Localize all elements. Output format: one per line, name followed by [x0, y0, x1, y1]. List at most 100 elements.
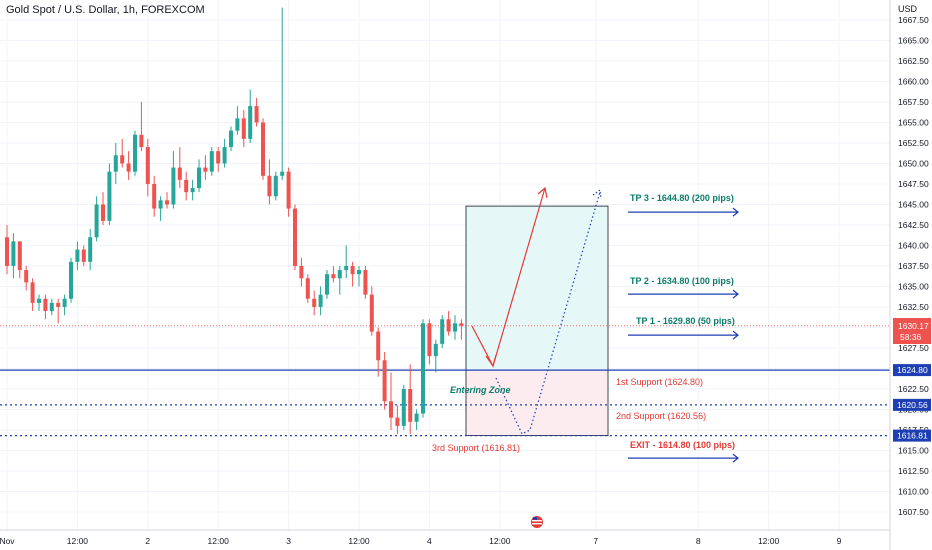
trade-zones [465, 205, 609, 437]
candle-body [197, 167, 201, 189]
price-tick-label: 1640.00 [898, 240, 929, 250]
candle-body [139, 134, 144, 148]
current-price-tag [893, 318, 931, 344]
candle-body [408, 388, 413, 422]
support-zone [465, 369, 609, 437]
support-3-label: 3rd Support (1616.81) [432, 443, 520, 453]
price-axis[interactable]: 1607.501610.001612.501615.001617.501620.… [889, 0, 929, 550]
candle-body [203, 167, 208, 172]
price-tick-label: 1612.50 [898, 466, 929, 476]
candle-body [453, 323, 457, 332]
candle-body [126, 163, 131, 172]
entering-zone-label: Entering Zone [450, 385, 511, 395]
candle-body [331, 274, 336, 279]
candle-body [24, 270, 29, 283]
candle-body [107, 171, 112, 221]
price-tags: 1630.17 58:36 1624.80 1620.56 1616.81 [893, 318, 931, 442]
candle-body [152, 183, 157, 209]
candle-body [216, 151, 221, 164]
target-arrowhead [732, 330, 739, 340]
price-tick-label: 1660.00 [898, 76, 929, 86]
price-tick-label: 1647.50 [898, 179, 929, 189]
candle-body [421, 323, 425, 414]
tp1-label: TP 1 - 1629.80 (50 pips) [636, 316, 735, 326]
price-tick-label: 1657.50 [898, 97, 929, 107]
candle-body [344, 265, 349, 271]
candle-body [427, 323, 432, 357]
price-tick-label: 1655.00 [898, 117, 929, 127]
candle-body [37, 298, 41, 303]
candle-body [401, 388, 406, 426]
candle-body [267, 175, 272, 197]
price-tick-label: 1632.50 [898, 302, 929, 312]
candle-body [133, 134, 137, 172]
tp3-label: TP 3 - 1644.80 (200 pips) [630, 193, 734, 203]
candle-body [280, 171, 285, 176]
candle-body [11, 241, 16, 266]
time-tick-label: 7 [593, 536, 598, 546]
candle-body [318, 294, 323, 307]
candle-body [190, 188, 195, 193]
symbol-title[interactable]: Gold Spot / U.S. Dollar, 1h, FOREXCOM [6, 4, 205, 16]
countdown-timer: 58:36 [900, 332, 922, 342]
candle-body [414, 413, 419, 422]
candle-body [81, 249, 86, 262]
candle-body [209, 151, 214, 172]
candle-body [357, 270, 361, 275]
candle-body [88, 237, 93, 262]
level-price-value: 1624.80 [897, 365, 928, 375]
candle-body [235, 118, 240, 131]
candle-body [113, 155, 118, 172]
price-tick-label: 1610.00 [898, 486, 929, 496]
price-tick-label: 1662.50 [898, 56, 929, 66]
candle-body [459, 323, 464, 326]
time-tick-label: 12:00 [758, 536, 780, 546]
support-levels [0, 325, 890, 437]
candle-body [43, 298, 48, 312]
candle-body [312, 298, 317, 307]
target-arrowhead [732, 289, 739, 299]
candle-body [286, 171, 291, 209]
time-tick-label: 12:00 [67, 536, 89, 546]
projection-red-head-1 [485, 354, 497, 368]
candle-body [254, 106, 259, 123]
projection-arrows [471, 186, 739, 463]
time-tick-label: 3 [286, 536, 291, 546]
candle-body [62, 298, 67, 307]
candle-body [440, 319, 445, 344]
candle-body [75, 249, 80, 262]
candle-body [433, 343, 438, 357]
candle-body [222, 147, 227, 164]
level-price-tag [893, 429, 931, 442]
time-tick-label: 12:00 [208, 536, 230, 546]
time-tick-label: 9 [837, 536, 842, 546]
time-tick-label: 8 [696, 536, 701, 546]
projection-red-head-2 [537, 186, 548, 199]
time-tick-label: 4 [427, 536, 432, 546]
target-zone [465, 205, 609, 371]
price-tick-label: 1627.50 [898, 343, 929, 353]
candle-body [241, 118, 246, 139]
candle-body [293, 208, 297, 266]
price-tick-label: 1622.50 [898, 384, 929, 394]
us-flag-icon[interactable] [531, 516, 543, 528]
price-tick-label: 1665.00 [898, 35, 929, 45]
candle-body [120, 155, 125, 164]
target-arrowhead [732, 453, 739, 463]
candle-body [49, 302, 54, 312]
candle-body [248, 106, 253, 139]
candle-body [446, 319, 451, 332]
level-price-tag [893, 364, 931, 377]
candle-body [376, 331, 381, 361]
projection-blue-head [592, 188, 602, 200]
candle-body [261, 122, 265, 176]
level-price-value: 1616.81 [897, 431, 928, 441]
support-1-label: 1st Support (1624.80) [616, 377, 703, 387]
time-axis[interactable]: Nov 12:00 2 12:00 3 12:00 4 12:00 7 8 12:00 9 [0, 529, 890, 546]
currency-label: USD [898, 4, 918, 14]
candle-body [69, 261, 73, 299]
price-tick-label: 1637.50 [898, 261, 929, 271]
candle-body [171, 167, 176, 205]
chart-grid [0, 0, 890, 530]
